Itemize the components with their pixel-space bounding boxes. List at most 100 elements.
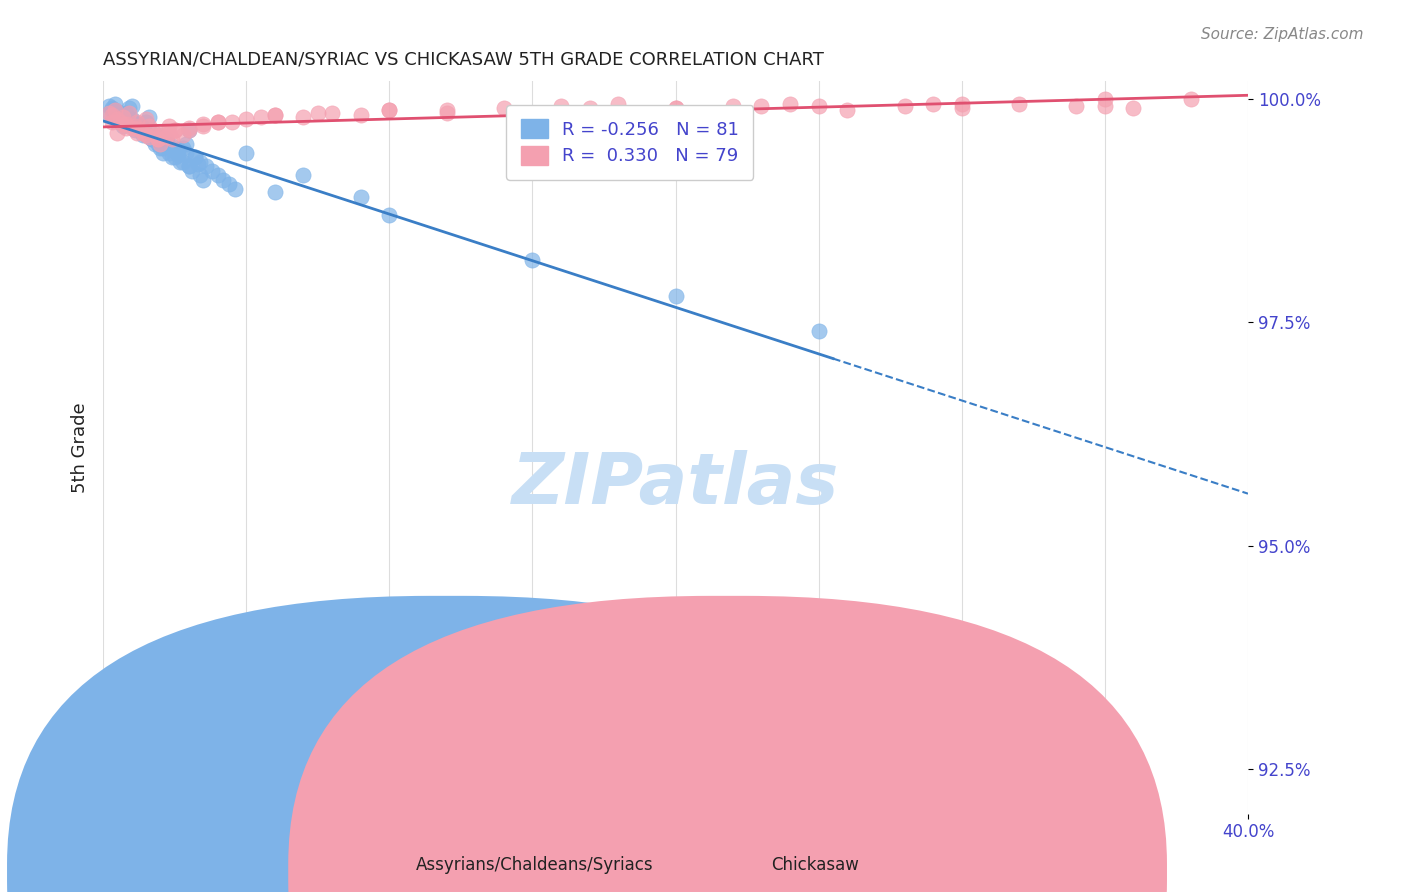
Point [152, 145, 174, 160]
Point [263, 108, 285, 122]
Point [118, 105, 141, 120]
Point [307, 105, 329, 120]
Point [157, 126, 180, 140]
Point [1008, 96, 1031, 111]
Point [578, 101, 600, 115]
Point [721, 99, 744, 113]
Point [177, 120, 200, 135]
Point [174, 145, 197, 160]
Point [172, 141, 194, 155]
Point [207, 168, 229, 182]
Point [235, 112, 257, 126]
Point [169, 154, 191, 169]
Point [149, 131, 172, 145]
Point [166, 147, 188, 161]
Point [135, 114, 157, 128]
Point [190, 168, 212, 182]
Point [218, 177, 240, 191]
Point [132, 126, 155, 140]
Point [112, 117, 135, 131]
Point [436, 103, 458, 117]
Point [152, 126, 174, 140]
Point [100, 101, 122, 115]
Legend: R = -0.256   N = 81, R =  0.330   N = 79: R = -0.256 N = 81, R = 0.330 N = 79 [506, 105, 754, 180]
Point [292, 168, 315, 182]
Point [157, 145, 180, 160]
Point [157, 119, 180, 133]
Point [193, 119, 215, 133]
Point [1094, 92, 1116, 106]
Point [193, 172, 215, 186]
Point [163, 123, 186, 137]
Point [103, 103, 125, 117]
Point [141, 132, 163, 146]
Point [107, 126, 129, 140]
Point [146, 128, 169, 142]
Point [135, 112, 157, 126]
Point [121, 99, 143, 113]
Point [207, 114, 229, 128]
Point [103, 96, 125, 111]
Point [97, 105, 120, 120]
Point [141, 123, 163, 137]
Point [177, 159, 200, 173]
Point [263, 185, 285, 199]
Point [121, 112, 143, 126]
Point [121, 113, 143, 128]
Point [201, 163, 224, 178]
Point [124, 119, 146, 133]
Point [110, 114, 132, 128]
Text: ASSYRIAN/CHALDEAN/SYRIAC VS CHICKASAW 5TH GRADE CORRELATION CHART: ASSYRIAN/CHALDEAN/SYRIAC VS CHICKASAW 5T… [103, 51, 824, 69]
Point [127, 114, 149, 128]
Point [321, 105, 343, 120]
Point [177, 159, 200, 173]
Point [207, 114, 229, 128]
Point [180, 163, 202, 178]
Point [249, 110, 271, 124]
Point [166, 142, 188, 156]
Point [378, 103, 401, 117]
Point [115, 117, 138, 131]
Point [183, 150, 205, 164]
Point [152, 141, 174, 155]
Point [127, 126, 149, 140]
Point [141, 132, 163, 146]
Point [132, 120, 155, 135]
Point [1180, 92, 1202, 106]
Point [1094, 99, 1116, 113]
Text: Source: ZipAtlas.com: Source: ZipAtlas.com [1201, 27, 1364, 42]
Y-axis label: 5th Grade: 5th Grade [72, 402, 89, 492]
Point [103, 103, 125, 117]
Point [121, 120, 143, 135]
Point [751, 99, 773, 113]
Text: Chickasaw: Chickasaw [772, 856, 859, 874]
Point [143, 128, 166, 142]
Point [492, 101, 515, 115]
Point [138, 129, 160, 144]
Point [107, 110, 129, 124]
Point [129, 120, 152, 135]
Point [177, 123, 200, 137]
Point [212, 172, 235, 186]
Point [127, 117, 149, 131]
Point [138, 119, 160, 133]
Point [124, 119, 146, 133]
Point [115, 120, 138, 135]
Point [146, 132, 169, 146]
Point [163, 123, 186, 137]
Point [664, 288, 686, 302]
Point [922, 96, 945, 111]
Point [664, 101, 686, 115]
Point [149, 141, 172, 155]
Point [118, 115, 141, 129]
Point [1122, 101, 1144, 115]
Point [127, 117, 149, 131]
Point [163, 144, 186, 158]
Point [155, 129, 177, 144]
Point [138, 110, 160, 124]
Point [190, 154, 212, 169]
Point [174, 136, 197, 151]
Point [436, 105, 458, 120]
Point [115, 110, 138, 124]
Point [146, 132, 169, 146]
